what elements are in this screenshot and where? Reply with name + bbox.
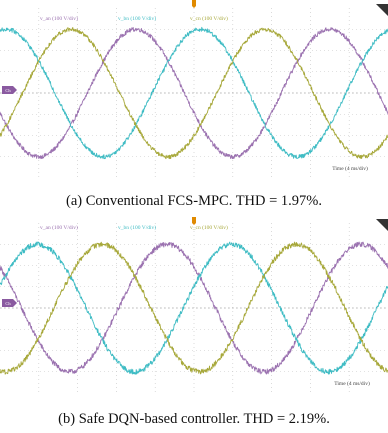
time-scale-label: Time (4 ms/div) [334, 380, 370, 387]
channel-tag-text: Ch [5, 301, 11, 306]
caption-b: (b) Safe DQN-based controller. THD = 2.1… [58, 411, 330, 427]
channel-tag-text: Ch [5, 88, 11, 93]
channel-label-vcn: v_cn (100 V/div) [190, 15, 228, 22]
trigger-marker-icon [192, 0, 196, 8]
oscilloscope-plot-a: v_an (100 V/div) v_bn (100 V/div) v_cn (10… [0, 0, 388, 178]
waveform-vbn [0, 241, 388, 375]
channel-ground-marker-icon: Ch [2, 86, 17, 94]
corner-triangle-icon [376, 219, 388, 231]
trigger-marker-icon [192, 217, 196, 225]
time-scale-label: Time (4 ms/div) [332, 165, 368, 172]
oscilloscope-plot-b: v_an (100 V/div) v_bn (100 V/div) v_cn (10… [0, 217, 388, 393]
waveform-vcn [0, 27, 388, 160]
channel-label-vcn: v_cn (100 V/div) [190, 224, 228, 231]
channel-label-vbn: v_bn (100 V/div) [118, 15, 156, 22]
channel-label-vbn: v_bn (100 V/div) [118, 224, 156, 231]
corner-triangle-icon [376, 4, 388, 16]
waveform-vcn [0, 241, 388, 375]
channel-label-van: v_an (100 V/div) [40, 15, 78, 22]
caption-a: (a) Conventional FCS-MPC. THD = 1.97%. [65, 193, 323, 209]
channel-ground-marker-icon: Ch [2, 299, 17, 307]
waveform-van [0, 241, 388, 375]
waveform-vbn [0, 26, 388, 160]
channel-label-van: v_an (100 V/div) [40, 224, 78, 231]
waveform-van [0, 27, 388, 160]
